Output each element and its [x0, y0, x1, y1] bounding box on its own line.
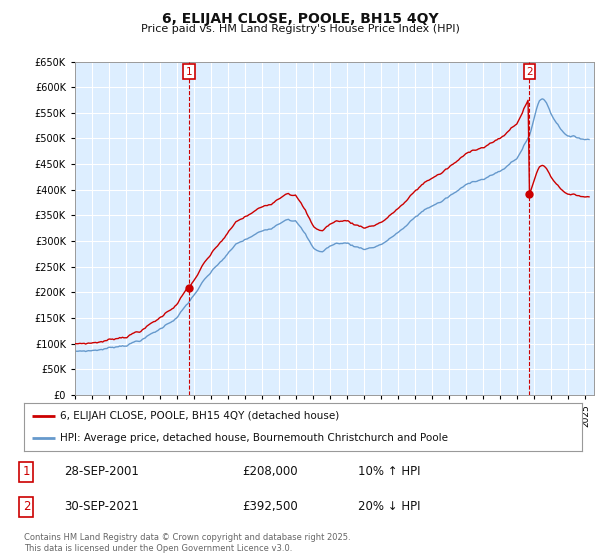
Text: 2: 2	[526, 67, 533, 77]
Text: 2: 2	[23, 500, 30, 514]
Text: £392,500: £392,500	[242, 500, 298, 514]
Text: 1: 1	[186, 67, 193, 77]
Text: Contains HM Land Registry data © Crown copyright and database right 2025.
This d: Contains HM Land Registry data © Crown c…	[24, 533, 350, 553]
Text: Price paid vs. HM Land Registry's House Price Index (HPI): Price paid vs. HM Land Registry's House …	[140, 24, 460, 34]
Text: 6, ELIJAH CLOSE, POOLE, BH15 4QY (detached house): 6, ELIJAH CLOSE, POOLE, BH15 4QY (detach…	[60, 411, 340, 421]
Text: 1: 1	[23, 465, 30, 478]
Text: HPI: Average price, detached house, Bournemouth Christchurch and Poole: HPI: Average price, detached house, Bour…	[60, 433, 448, 443]
Text: £208,000: £208,000	[242, 465, 298, 478]
Text: 20% ↓ HPI: 20% ↓ HPI	[358, 500, 420, 514]
Text: 30-SEP-2021: 30-SEP-2021	[64, 500, 139, 514]
Text: 6, ELIJAH CLOSE, POOLE, BH15 4QY: 6, ELIJAH CLOSE, POOLE, BH15 4QY	[161, 12, 439, 26]
Text: 28-SEP-2001: 28-SEP-2001	[64, 465, 139, 478]
Text: 10% ↑ HPI: 10% ↑ HPI	[358, 465, 420, 478]
